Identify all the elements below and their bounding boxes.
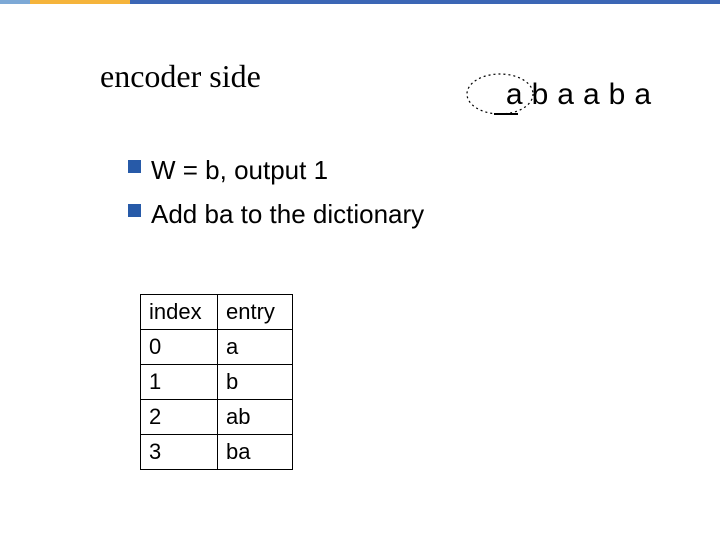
sequence-char: a (583, 78, 609, 112)
table-row: 1 b (141, 365, 293, 400)
sequence-char: b (609, 78, 635, 112)
table-header-row: index entry (141, 295, 293, 330)
table-row: 0 a (141, 330, 293, 365)
bullet-item: Add ba to the dictionary (128, 194, 424, 234)
table-cell: ba (218, 435, 293, 470)
bullet-square-icon (128, 160, 141, 173)
accent-bar-3 (130, 0, 720, 4)
sequence-char: b (532, 78, 558, 112)
sequence-char: a (634, 78, 660, 112)
sequence-text: abaaba (506, 78, 660, 112)
table-header-cell: index (141, 295, 218, 330)
accent-bar-1 (0, 0, 30, 4)
sequence-underline (494, 113, 518, 115)
bullet-text: Add ba to the dictionary (151, 194, 424, 234)
sequence-char: a (557, 78, 583, 112)
accent-bar-2 (30, 0, 130, 4)
table-header-cell: entry (218, 295, 293, 330)
slide: encoder side abaaba W = b, output 1 Add … (0, 0, 720, 540)
bullet-item: W = b, output 1 (128, 150, 424, 190)
table-row: 2 ab (141, 400, 293, 435)
dictionary-table: index entry 0 a 1 b 2 ab 3 ba (140, 294, 293, 470)
table-cell: 2 (141, 400, 218, 435)
table-cell: 3 (141, 435, 218, 470)
slide-title: encoder side (100, 58, 261, 95)
bullet-square-icon (128, 204, 141, 217)
bullet-list: W = b, output 1 Add ba to the dictionary (128, 150, 424, 239)
table-cell: a (218, 330, 293, 365)
sequence-char: a (506, 78, 532, 112)
table-cell: ab (218, 400, 293, 435)
table-cell: 1 (141, 365, 218, 400)
table-cell: b (218, 365, 293, 400)
bullet-text: W = b, output 1 (151, 150, 328, 190)
table-row: 3 ba (141, 435, 293, 470)
table-cell: 0 (141, 330, 218, 365)
